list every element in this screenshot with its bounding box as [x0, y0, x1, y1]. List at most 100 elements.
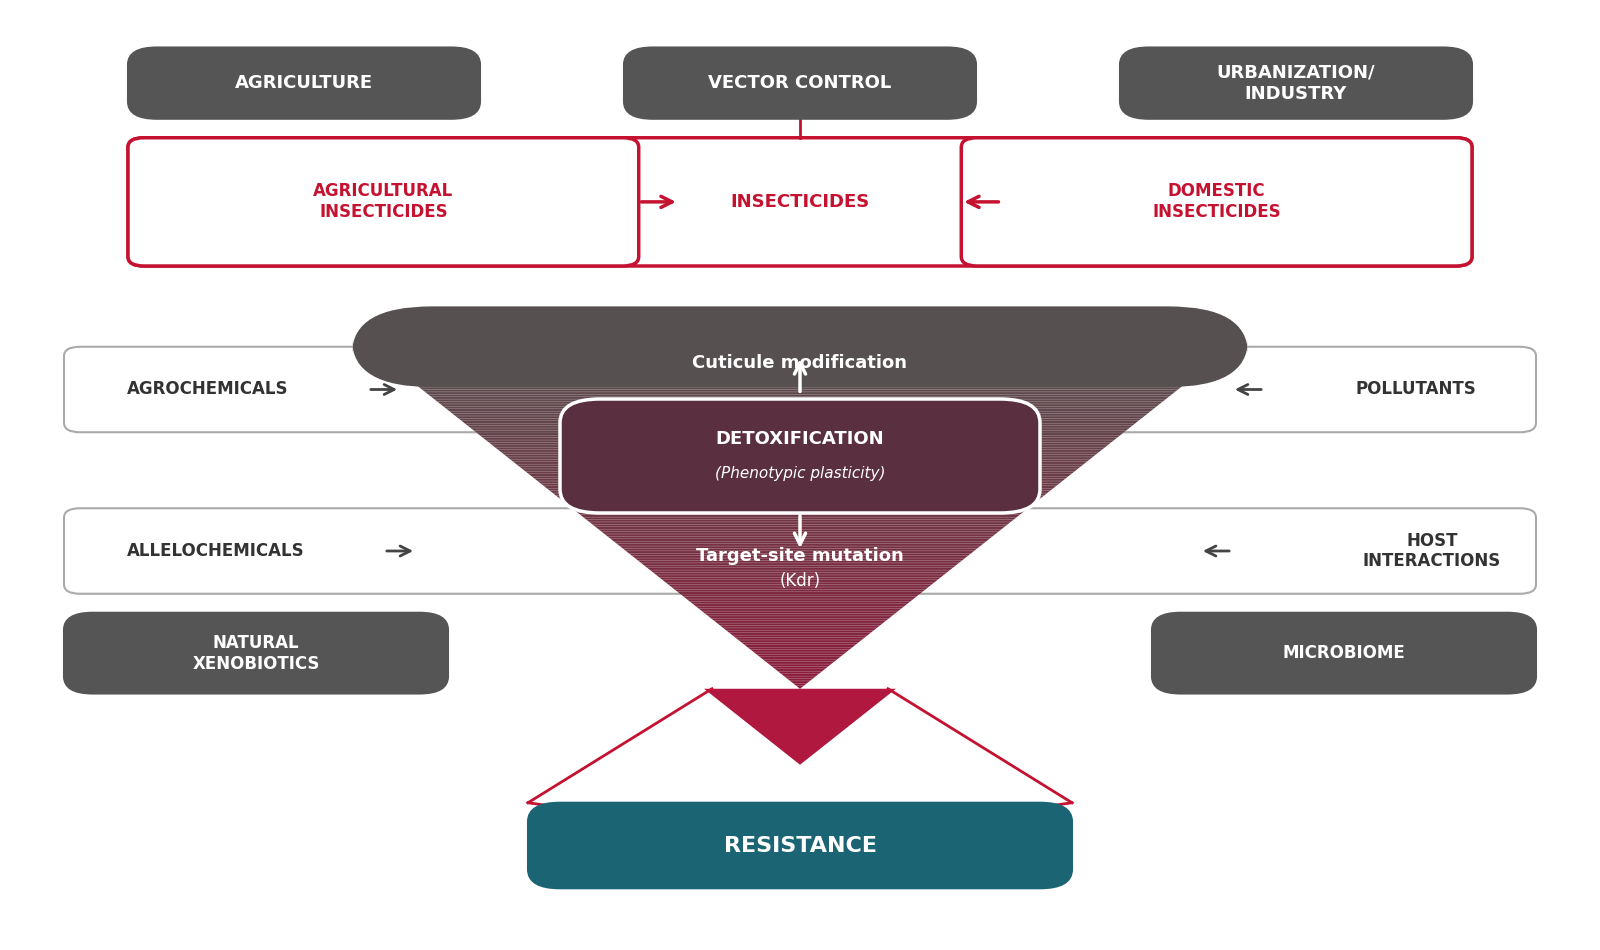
- Text: POLLUTANTS: POLLUTANTS: [1355, 381, 1477, 398]
- Polygon shape: [374, 352, 1226, 353]
- Polygon shape: [669, 584, 931, 586]
- Polygon shape: [518, 466, 1082, 468]
- Polygon shape: [579, 514, 1021, 516]
- Polygon shape: [707, 616, 893, 617]
- Polygon shape: [554, 494, 1046, 496]
- Polygon shape: [461, 420, 1139, 422]
- Polygon shape: [392, 366, 1208, 368]
- Polygon shape: [589, 522, 1011, 523]
- Polygon shape: [653, 573, 947, 574]
- Polygon shape: [658, 576, 942, 578]
- Polygon shape: [448, 410, 1152, 411]
- Text: AGRICULTURAL
INSECTICIDES: AGRICULTURAL INSECTICIDES: [314, 182, 453, 221]
- Polygon shape: [437, 402, 1163, 403]
- Polygon shape: [442, 405, 1158, 407]
- Polygon shape: [483, 437, 1117, 439]
- Polygon shape: [474, 430, 1126, 432]
- Polygon shape: [664, 581, 936, 582]
- Polygon shape: [530, 475, 1070, 477]
- Polygon shape: [706, 614, 894, 616]
- Polygon shape: [542, 485, 1058, 487]
- Polygon shape: [714, 620, 886, 622]
- Polygon shape: [379, 355, 1221, 357]
- Polygon shape: [739, 641, 861, 642]
- Polygon shape: [435, 400, 1165, 402]
- Polygon shape: [422, 390, 1178, 391]
- Polygon shape: [782, 675, 818, 676]
- Polygon shape: [478, 434, 1122, 436]
- Text: INSECTICIDES: INSECTICIDES: [730, 193, 870, 211]
- Text: Target-site mutation: Target-site mutation: [696, 547, 904, 564]
- Polygon shape: [496, 447, 1104, 449]
- Polygon shape: [403, 374, 1197, 376]
- Polygon shape: [742, 642, 858, 644]
- Polygon shape: [578, 513, 1022, 514]
- Polygon shape: [720, 625, 880, 627]
- FancyBboxPatch shape: [962, 138, 1472, 266]
- Polygon shape: [736, 637, 864, 639]
- Polygon shape: [466, 424, 1134, 426]
- Polygon shape: [678, 593, 922, 595]
- Text: URBANIZATION/
INDUSTRY: URBANIZATION/ INDUSTRY: [1216, 64, 1376, 103]
- Polygon shape: [613, 540, 987, 541]
- Polygon shape: [491, 445, 1109, 446]
- Polygon shape: [701, 610, 899, 612]
- Polygon shape: [709, 617, 891, 618]
- Polygon shape: [690, 601, 910, 603]
- Polygon shape: [635, 559, 965, 560]
- Polygon shape: [510, 460, 1090, 462]
- Polygon shape: [454, 415, 1146, 417]
- Polygon shape: [406, 377, 1194, 379]
- Polygon shape: [413, 383, 1187, 385]
- Polygon shape: [696, 607, 904, 608]
- Polygon shape: [512, 462, 1088, 463]
- Polygon shape: [786, 676, 814, 678]
- Polygon shape: [656, 574, 944, 576]
- Polygon shape: [627, 552, 973, 554]
- Polygon shape: [621, 547, 979, 548]
- Polygon shape: [626, 550, 974, 552]
- Polygon shape: [715, 622, 885, 624]
- Polygon shape: [750, 650, 850, 651]
- Polygon shape: [642, 564, 958, 565]
- Polygon shape: [688, 599, 912, 601]
- Polygon shape: [549, 490, 1051, 492]
- Polygon shape: [608, 537, 992, 539]
- Polygon shape: [552, 492, 1048, 494]
- FancyBboxPatch shape: [1152, 613, 1536, 694]
- Polygon shape: [699, 608, 901, 610]
- Text: ALLELOCHEMICALS: ALLELOCHEMICALS: [126, 542, 306, 560]
- Text: Cuticule modification: Cuticule modification: [693, 354, 907, 371]
- Polygon shape: [718, 624, 882, 625]
- FancyBboxPatch shape: [624, 48, 976, 119]
- Polygon shape: [726, 631, 874, 633]
- Polygon shape: [610, 539, 990, 540]
- Polygon shape: [424, 391, 1176, 393]
- Polygon shape: [416, 385, 1184, 386]
- Polygon shape: [603, 533, 997, 535]
- Polygon shape: [456, 417, 1144, 419]
- Polygon shape: [429, 394, 1171, 396]
- Polygon shape: [776, 670, 824, 672]
- Polygon shape: [765, 661, 835, 663]
- Polygon shape: [606, 535, 994, 537]
- Polygon shape: [533, 477, 1067, 479]
- Polygon shape: [410, 379, 1190, 381]
- Polygon shape: [490, 443, 1110, 445]
- Polygon shape: [541, 484, 1059, 485]
- Polygon shape: [522, 468, 1078, 470]
- Polygon shape: [462, 422, 1138, 424]
- Polygon shape: [779, 672, 822, 674]
- Polygon shape: [683, 597, 917, 598]
- Polygon shape: [614, 542, 986, 543]
- Polygon shape: [547, 488, 1053, 490]
- Polygon shape: [382, 359, 1218, 360]
- Polygon shape: [573, 509, 1027, 511]
- Text: AGROCHEMICALS: AGROCHEMICALS: [128, 381, 288, 398]
- FancyBboxPatch shape: [128, 138, 1472, 266]
- Polygon shape: [387, 362, 1213, 364]
- Polygon shape: [662, 580, 938, 581]
- Polygon shape: [563, 501, 1037, 503]
- Polygon shape: [486, 441, 1114, 443]
- Polygon shape: [434, 398, 1168, 400]
